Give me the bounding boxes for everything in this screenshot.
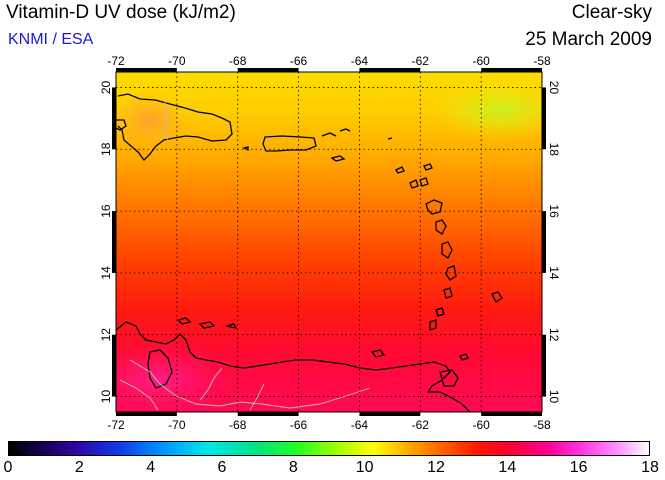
colorbar-tick-label: 4 <box>146 459 156 476</box>
lat-label-right: 10 <box>547 390 561 404</box>
lat-label-right: 14 <box>547 266 561 280</box>
margarita-coast <box>370 349 386 358</box>
axis-labels: -72 -72 -70 -70 -68 -68 -66 -66 -64 -64 -62 -62 -60 -… <box>99 54 561 432</box>
lat-label-right: 12 <box>547 328 561 342</box>
colorbar-tick-label: 12 <box>427 459 445 476</box>
colorbar <box>8 441 650 456</box>
colorbar-tick-label: 16 <box>569 459 588 476</box>
colorbar-tick-label: 0 <box>3 459 13 476</box>
lat-label-left: 16 <box>99 204 113 218</box>
lon-label-bottom: -62 <box>412 418 430 432</box>
lon-label-bottom: -68 <box>229 418 247 432</box>
lon-label-bottom: -64 <box>351 418 369 432</box>
lon-label-top: -62 <box>412 54 430 68</box>
dose-field <box>116 72 542 412</box>
border-band-segment <box>116 68 177 72</box>
dominica-coast <box>435 219 447 235</box>
lon-label-bottom: -66 <box>290 418 308 432</box>
border-band-segment <box>481 412 542 416</box>
border-band-segment <box>359 412 421 416</box>
tobago-coast <box>459 353 469 361</box>
lesser-antilles-north <box>387 137 433 189</box>
lon-label-bottom: -70 <box>168 418 186 432</box>
border-band-segment <box>542 211 546 273</box>
border-band-segment <box>112 211 116 273</box>
cuba-tip-coast <box>116 119 127 131</box>
lat-label-left: 18 <box>99 142 113 156</box>
lat-label-right: 16 <box>547 204 561 218</box>
colorbar-tick-label: 18 <box>641 459 659 476</box>
colorbar-tick-label: 8 <box>288 459 298 476</box>
lat-label-right: 18 <box>547 143 561 157</box>
barbados-coast <box>491 291 503 303</box>
lon-label-bottom: -60 <box>472 418 490 432</box>
lon-label-top: -64 <box>351 54 369 68</box>
lat-label-left: 12 <box>99 328 113 342</box>
st-vincent-coast <box>443 287 453 299</box>
colorbar-tick-label: 2 <box>74 459 84 476</box>
coastlines <box>116 93 503 412</box>
island-small-2 <box>242 146 249 152</box>
lat-label-left: 20 <box>99 80 113 94</box>
lat-label-left: 10 <box>99 390 113 404</box>
border-band-segment <box>237 412 299 416</box>
border-band-segment <box>112 87 116 150</box>
venezuela-coast <box>116 321 471 412</box>
puerto-rico-coast <box>262 135 317 152</box>
st-lucia-coast <box>445 265 457 281</box>
lon-label-top: -72 <box>107 54 125 68</box>
guadeloupe-coast <box>425 199 443 215</box>
lake-maracaibo-coast <box>147 349 173 389</box>
grenadines-coast <box>429 307 445 331</box>
lat-lon-grid <box>116 72 542 412</box>
lon-label-top: -66 <box>290 54 308 68</box>
border-band-segment <box>481 68 542 72</box>
colorbar-tick-label: 14 <box>498 459 517 476</box>
lon-label-top: -68 <box>229 54 247 68</box>
border-band-segment <box>542 334 546 397</box>
axis-ticks <box>112 68 546 416</box>
colorbar-tick-label: 6 <box>217 459 227 476</box>
abc-islands-coast <box>176 317 238 329</box>
border-band-segment <box>116 412 177 416</box>
borders <box>119 101 371 411</box>
colorbar-tick-label: 10 <box>355 459 374 476</box>
credit-label: KNMI / ESA <box>8 31 94 48</box>
martinique-coast <box>441 241 453 259</box>
hispaniola-coast <box>117 93 233 161</box>
lon-label-top: -60 <box>472 54 490 68</box>
lon-label-bottom: -72 <box>107 418 125 432</box>
lon-label-bottom: -58 <box>533 418 551 432</box>
border-band-segment <box>112 334 116 397</box>
border-band-segment <box>237 68 299 72</box>
uv-dose-map: -72 -72 -70 -70 -68 -68 -66 -66 -64 -64 -62 -62 -60 -… <box>99 54 561 432</box>
lon-label-top: -70 <box>168 54 186 68</box>
virgin-islands-coast <box>321 128 351 137</box>
map-title: Vitamin-D UV dose (kJ/m2) <box>6 2 236 23</box>
lat-label-left: 14 <box>99 266 113 280</box>
trinidad-coast <box>439 369 459 387</box>
sky-mode-label: Clear-sky <box>571 2 652 23</box>
border-band-segment <box>542 87 546 150</box>
island-small-1 <box>330 155 346 162</box>
border-band-segment <box>359 68 421 72</box>
lon-label-top: -58 <box>533 54 551 68</box>
lat-label-right: 20 <box>547 81 561 95</box>
date-label: 25 March 2009 <box>525 29 652 50</box>
